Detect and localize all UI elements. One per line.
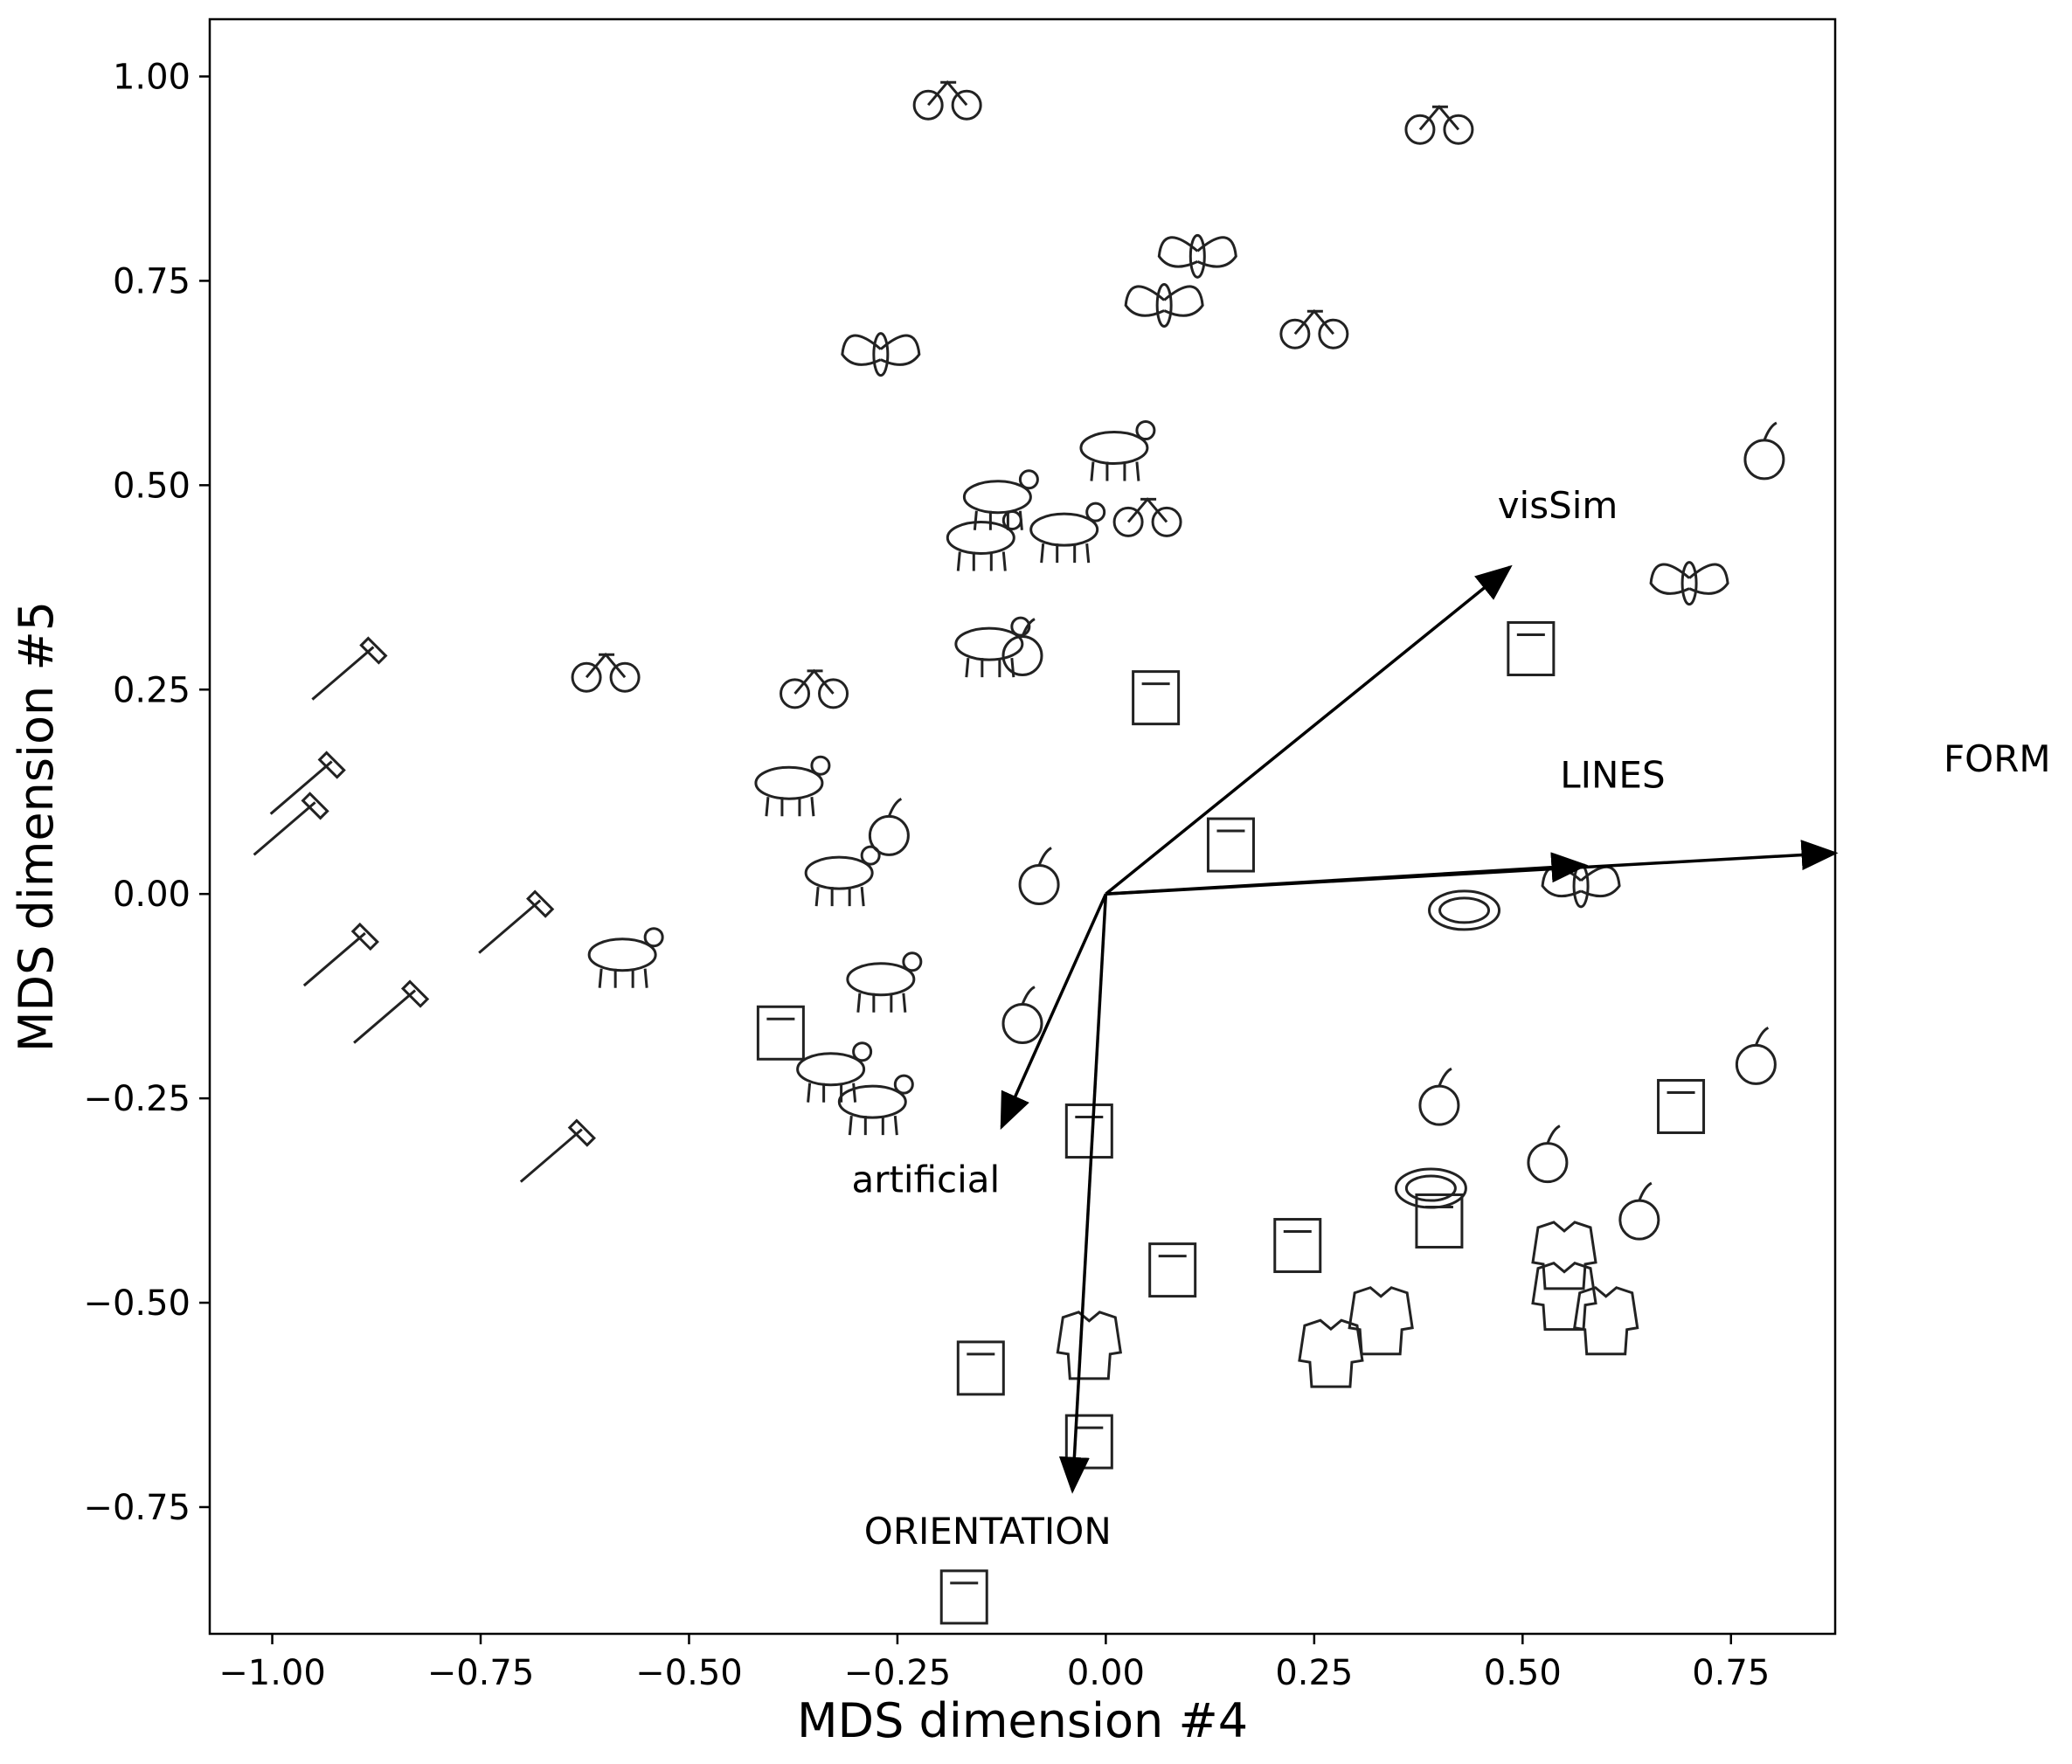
deer-icon [1029, 502, 1106, 564]
shovel-icon [311, 636, 388, 701]
y-tick-label: −0.50 [83, 1283, 191, 1324]
x-tick-label: 0.25 [1275, 1653, 1353, 1693]
parrot-icon [587, 927, 664, 988]
vector-label-artificial: artificial [851, 1159, 1000, 1201]
tulip-icon [868, 797, 910, 856]
tv-icon [1415, 1193, 1464, 1249]
windmill-icon [1206, 817, 1255, 873]
y-axis-title: MDS dimension #5 [9, 601, 64, 1052]
igloo-icon [1657, 1078, 1706, 1134]
vector-label-form: FORM [1944, 737, 2051, 780]
butterfly-icon [1649, 561, 1729, 606]
car-icon [1112, 497, 1182, 537]
y-axis: 1.00 0.75 0.50 0.25 0.00 −0.25 −0.50 −0.75 [83, 57, 210, 1528]
apple-icon [1735, 1026, 1777, 1085]
vector-arrow-artificial [1000, 893, 1107, 1131]
hammer-icon [253, 792, 329, 856]
lighthouse-icon [756, 1005, 805, 1061]
banana-icon [478, 889, 555, 954]
pigeon-icon [796, 1041, 873, 1103]
x-axis: −1.00 −0.75 −0.50 −0.25 0.00 0.25 0.50 0.75 [218, 1634, 1770, 1693]
bus-icon [780, 668, 849, 709]
axe-icon [269, 751, 346, 815]
y-tick-label: 0.25 [113, 670, 191, 710]
pyramid-icon [1507, 620, 1556, 676]
icon-points-layer [253, 80, 1785, 1625]
uniform-icon [1298, 1318, 1364, 1388]
eagle-icon [846, 951, 923, 1013]
saw-icon [302, 922, 379, 987]
tractor-icon [1279, 308, 1349, 349]
horse-icon [946, 509, 1022, 571]
x-axis-title: MDS dimension #4 [797, 1693, 1248, 1748]
vector-label-orientation: ORIENTATION [864, 1510, 1112, 1553]
dandelion-icon [1001, 618, 1043, 676]
ladybug-icon [1541, 863, 1621, 909]
onion-icon [1618, 1181, 1660, 1241]
x-tick-label: −0.50 [635, 1653, 743, 1693]
x-tick-label: 0.00 [1067, 1653, 1145, 1693]
vector-label-vissim: visSim [1498, 484, 1618, 527]
rose-icon [1018, 847, 1060, 905]
y-tick-label: 0.00 [113, 875, 191, 915]
asparagus-icon [519, 1118, 596, 1183]
fly-icon [1157, 233, 1237, 279]
cow-icon [954, 616, 1031, 678]
microwave-icon [1148, 1242, 1197, 1298]
carrot-icon [571, 652, 641, 693]
goat-icon [1079, 420, 1156, 481]
vector-label-lines: LINES [1560, 754, 1665, 797]
x-tick-label: 0.75 [1692, 1653, 1770, 1693]
y-tick-label: 0.50 [113, 466, 191, 506]
pliers-icon [353, 979, 430, 1044]
palm-tree-icon [804, 845, 881, 907]
y-tick-label: 1.00 [113, 57, 191, 97]
bicycle-icon [1404, 104, 1474, 145]
vector-arrow-orientation [1058, 894, 1108, 1494]
salt-shaker-icon [956, 1340, 1005, 1396]
church-icon [1132, 670, 1181, 726]
scooter-icon [912, 80, 982, 121]
jacket-icon [1531, 1221, 1597, 1290]
bowl-icon [1394, 1167, 1467, 1209]
vector-arrow-form [1105, 840, 1839, 896]
ant-icon [1124, 282, 1204, 328]
y-tick-label: −0.75 [83, 1488, 191, 1528]
y-tick-label: 0.75 [113, 261, 191, 301]
vectors-layer: visSim LINES FORM artificial ORIENTATION [851, 484, 2050, 1553]
vector-arrow-vissim [1105, 564, 1513, 896]
x-tick-label: −0.75 [427, 1653, 535, 1693]
raspberry-icon [1527, 1124, 1569, 1184]
stork-icon [754, 755, 831, 817]
dragonfly-icon [841, 332, 921, 377]
broccoli-icon [1418, 1067, 1460, 1126]
plot-frame [208, 17, 1837, 1636]
washing-machine-icon [1273, 1218, 1322, 1274]
donkey-icon [962, 469, 1039, 530]
coat-icon [1056, 1311, 1123, 1380]
shirt-icon [1531, 1261, 1597, 1332]
glass-icon [939, 1569, 988, 1625]
plate-icon [1428, 889, 1501, 931]
cherries-icon [1743, 421, 1785, 481]
x-tick-label: 0.50 [1484, 1653, 1562, 1693]
y-tick-label: −0.25 [83, 1079, 191, 1119]
x-tick-label: −0.25 [844, 1653, 952, 1693]
sunflower-icon [1001, 986, 1043, 1045]
owl-icon [837, 1074, 914, 1136]
x-tick-label: −1.00 [218, 1653, 326, 1693]
toaster-icon [1064, 1103, 1113, 1159]
